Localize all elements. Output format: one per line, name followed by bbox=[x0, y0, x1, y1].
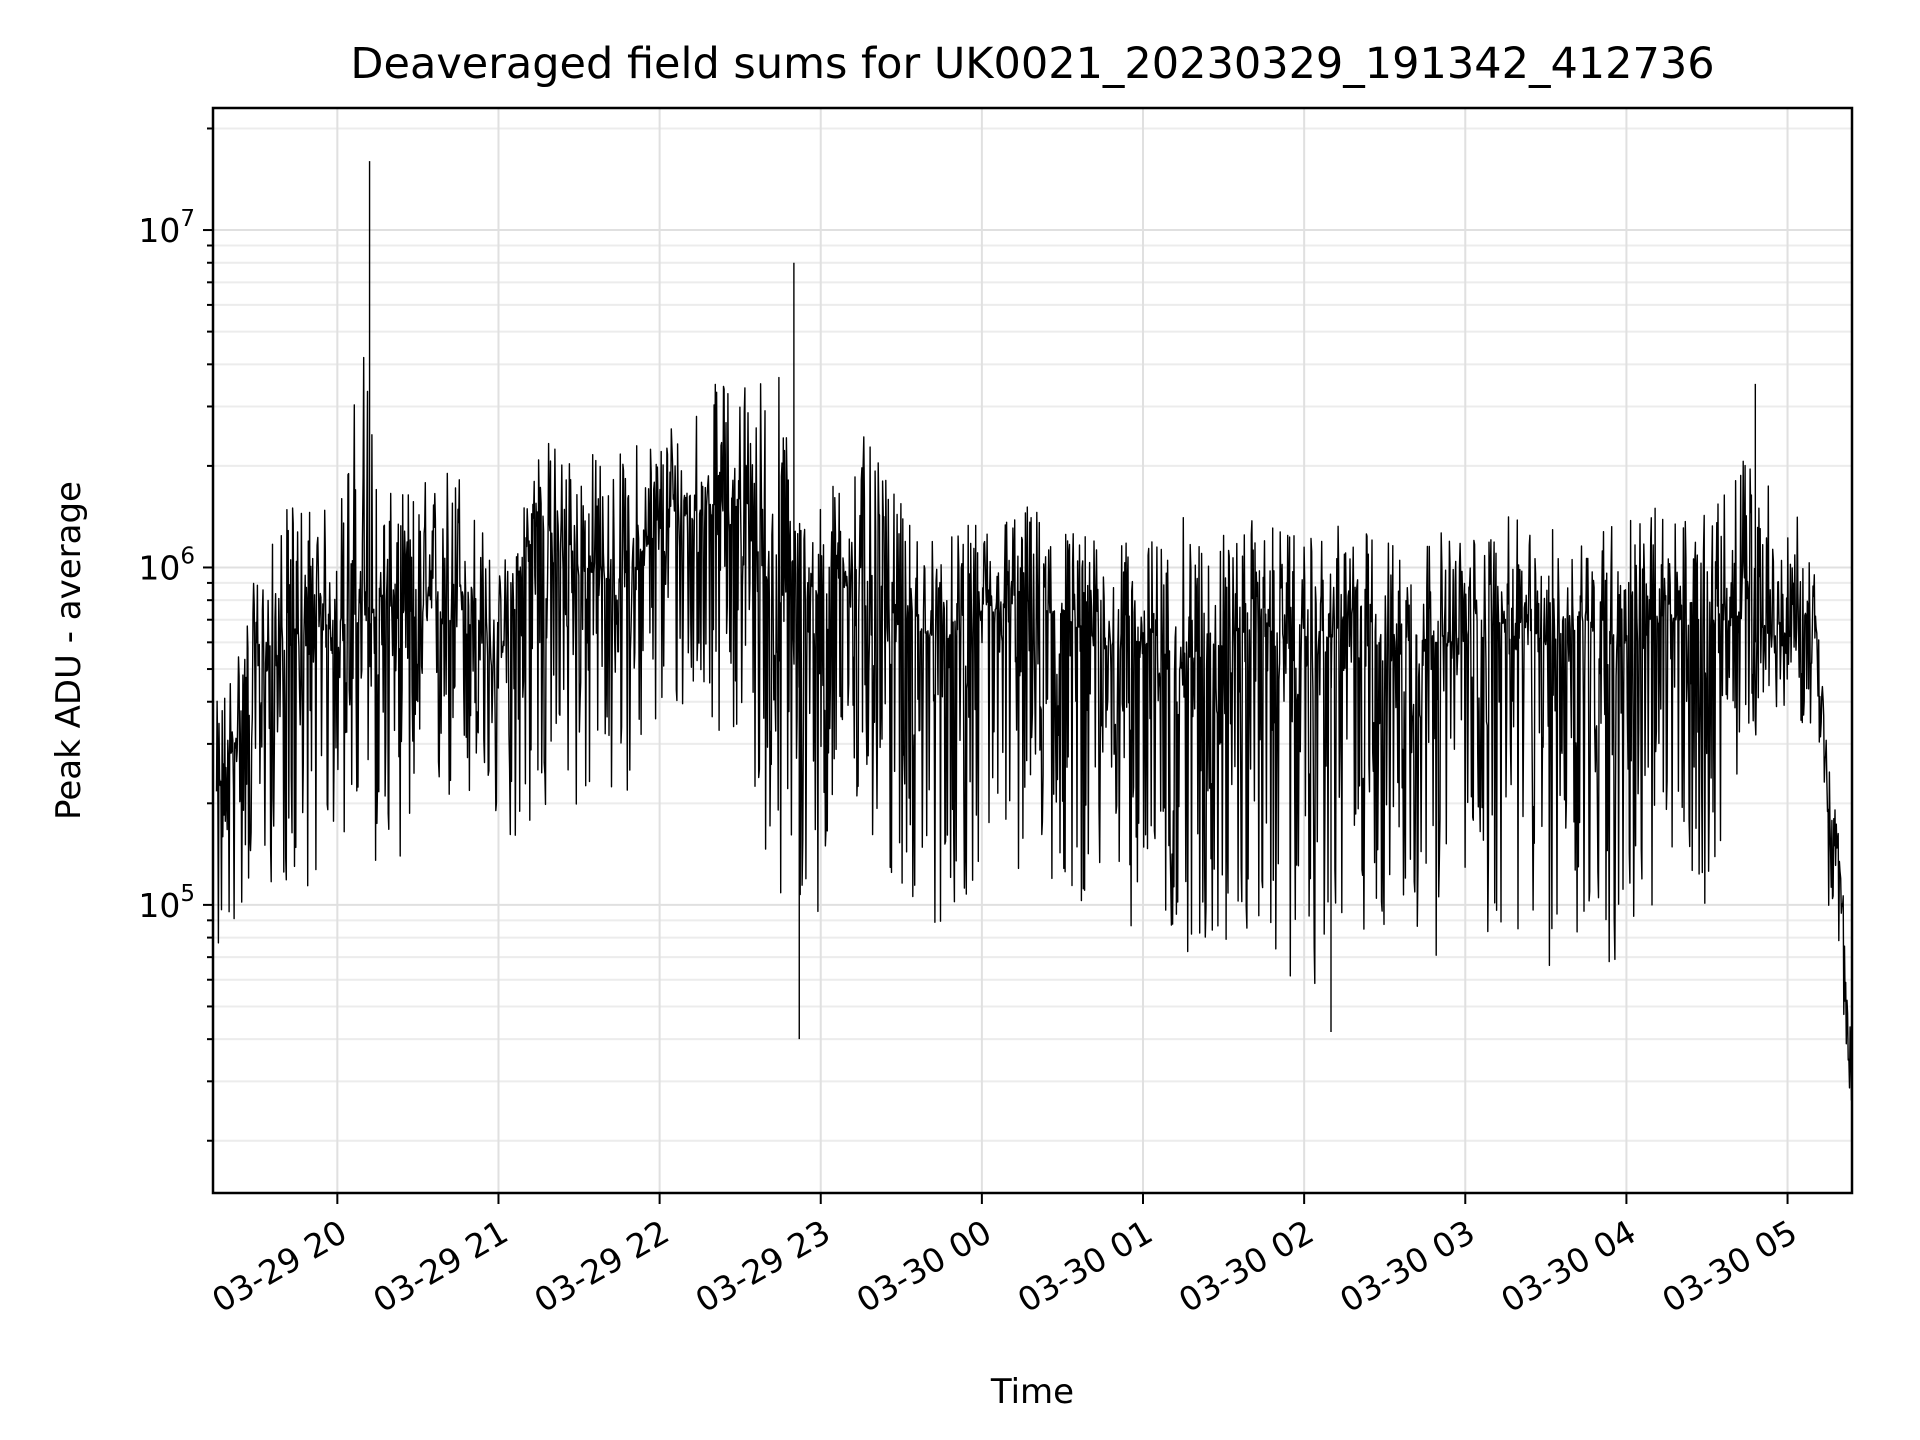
y-tick-exponent: 7 bbox=[180, 206, 195, 232]
x-tick-label: 03-30 03 bbox=[1333, 1212, 1481, 1320]
x-tick-label: 03-30 01 bbox=[1011, 1212, 1159, 1320]
series-layer bbox=[215, 161, 1853, 1101]
x-tick-label: 03-30 00 bbox=[850, 1212, 998, 1320]
y-tick-exponent: 6 bbox=[180, 543, 195, 569]
y-tick-label: 107 bbox=[138, 206, 195, 250]
series-line bbox=[215, 356, 1853, 1101]
x-tick-label: 03-29 20 bbox=[205, 1212, 353, 1320]
y-tick-label: 105 bbox=[138, 881, 195, 925]
y-tick-base: 10 bbox=[138, 548, 180, 587]
x-tick-label: 03-30 02 bbox=[1172, 1212, 1320, 1320]
chart-title: Deaveraged field sums for UK0021_2023032… bbox=[350, 39, 1714, 89]
x-tick-label: 03-29 23 bbox=[689, 1212, 837, 1320]
x-tick-label: 03-30 05 bbox=[1656, 1212, 1804, 1320]
x-tick-label: 03-29 22 bbox=[528, 1212, 676, 1320]
x-tick-label: 03-29 21 bbox=[366, 1212, 514, 1320]
y-tick-base: 10 bbox=[138, 211, 180, 250]
y-tick-exponent: 5 bbox=[180, 881, 195, 907]
x-axis-label: Time bbox=[990, 1372, 1074, 1412]
y-axis-label: Peak ADU - average bbox=[49, 481, 89, 820]
y-tick-base: 10 bbox=[138, 886, 180, 925]
x-tick-label: 03-30 04 bbox=[1494, 1212, 1642, 1320]
plot-frame bbox=[211, 106, 1854, 1195]
y-tick-label: 106 bbox=[138, 543, 195, 587]
